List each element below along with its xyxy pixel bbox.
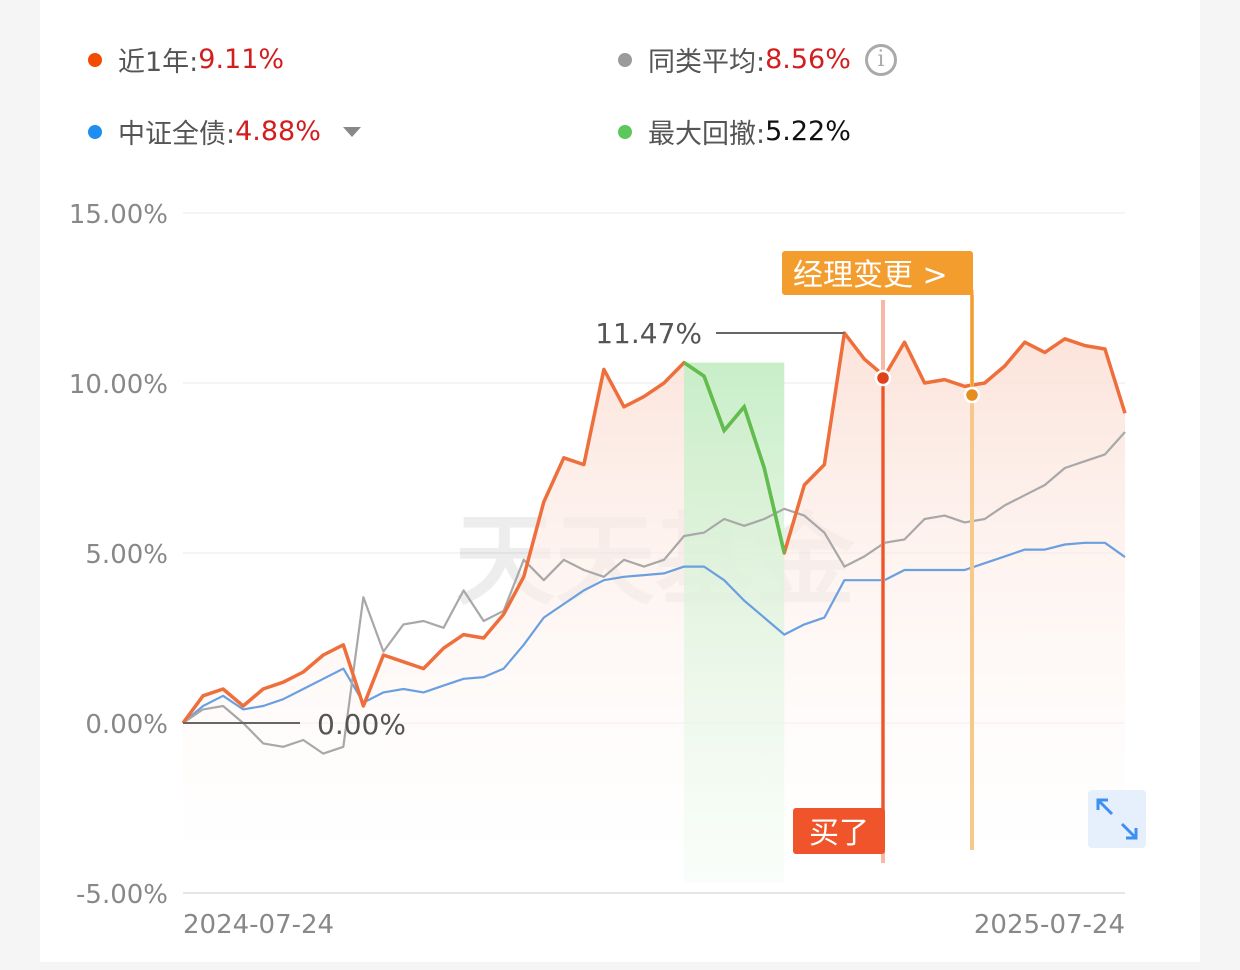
expand-icon	[1096, 798, 1138, 840]
y-tick-label: 10.00%	[69, 370, 168, 400]
y-tick-label: -5.00%	[76, 880, 168, 910]
buy-badge	[793, 808, 885, 854]
buy-label: 买了	[809, 816, 869, 851]
legend-index[interactable]: 中证全债: 4.88%	[88, 112, 361, 151]
buy-point	[874, 369, 892, 387]
drawdown-dot-icon	[618, 124, 632, 139]
drawdown-area	[684, 362, 785, 884]
legend-value: 5.22%	[765, 116, 851, 147]
drawdown-line	[683, 361, 786, 554]
expand-button[interactable]	[1088, 790, 1146, 848]
y-tick-label: 0.00%	[85, 710, 168, 740]
peak-label: 11.47%	[595, 317, 702, 350]
legend-value: 9.11%	[198, 44, 285, 75]
fund-dot-icon	[88, 52, 102, 67]
x-tick-label: 2024-07-24	[183, 910, 334, 940]
legend-label: 同类平均:	[648, 47, 766, 78]
start-label: 0.00%	[317, 708, 406, 741]
legend-fund[interactable]: 近1年: 9.11%	[88, 40, 284, 79]
series-line-1	[182, 431, 1126, 755]
manager-change-label: 经理变更 >	[793, 258, 948, 293]
fund-area	[183, 333, 1125, 863]
dropdown-caret-icon[interactable]	[342, 126, 361, 137]
y-tick-label: 15.00%	[69, 200, 168, 230]
legend-peer[interactable]: 同类平均: 8.56% i	[618, 40, 897, 79]
legend-label: 近1年:	[118, 47, 199, 78]
x-tick-label: 2025-07-24	[974, 910, 1125, 940]
legend-value: 4.88%	[235, 116, 321, 147]
info-icon[interactable]: i	[864, 43, 897, 76]
manager-change-badge	[782, 251, 973, 295]
legend-drawdown: 最大回撤: 5.22%	[618, 112, 851, 151]
series-line-2	[182, 541, 1126, 724]
legend-label: 中证全债:	[118, 119, 236, 150]
manager-change-point	[963, 386, 981, 404]
y-tick-label: 5.00%	[85, 540, 168, 570]
legend-value: 8.56%	[765, 44, 851, 75]
index-dot-icon	[88, 124, 102, 139]
peer-dot-icon	[618, 52, 632, 67]
series-line-0	[181, 331, 1127, 725]
legend-label: 最大回撤:	[648, 119, 766, 150]
